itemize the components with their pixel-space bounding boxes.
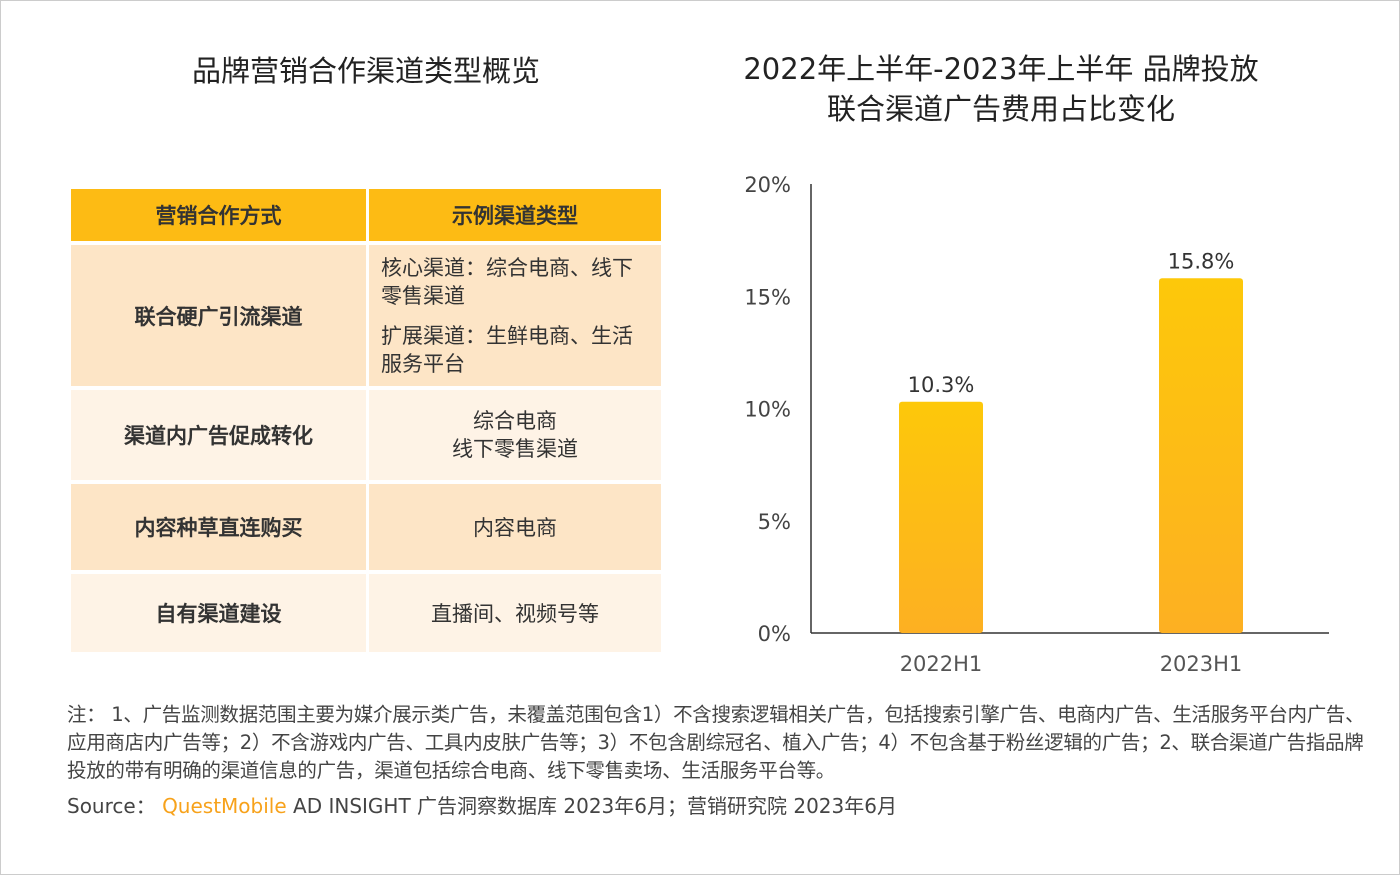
example-text: 综合电商 [473, 409, 557, 433]
bar-2022H1 [899, 401, 983, 633]
method-cell: 渠道内广告促成转化 [71, 390, 369, 480]
x-tick-label: 2023H1 [1160, 652, 1243, 676]
example-text: 线下零售渠道 [452, 437, 578, 461]
table-row: 联合硬广引流渠道 核心渠道：综合电商、线下零售渠道 扩展渠道：生鲜电商、生活服务… [71, 245, 661, 386]
table-row: 渠道内广告促成转化 综合电商 线下零售渠道 [71, 390, 661, 480]
chart-title-line1: 2022年上半年-2023年上半年 品牌投放 [743, 52, 1259, 86]
bar-2023H1 [1159, 278, 1243, 633]
table-row: 自有渠道建设 直播间、视频号等 [71, 574, 661, 652]
examples-cell: 综合电商 线下零售渠道 [369, 390, 661, 480]
examples-cell: 内容电商 [369, 484, 661, 570]
questmobile-brand: QuestMobile [162, 794, 287, 818]
method-cell: 自有渠道建设 [71, 574, 369, 652]
example-text: 扩展渠道：生鲜电商、生活服务平台 [381, 323, 633, 376]
method-cell: 内容种草直连购买 [71, 484, 369, 570]
data-label: 15.8% [1168, 249, 1235, 273]
header-method: 营销合作方式 [71, 189, 369, 241]
y-tick-label: 5% [758, 510, 791, 534]
table-row: 内容种草直连购买 内容电商 [71, 484, 661, 570]
chart-title-line2: 联合渠道广告费用占比变化 [826, 92, 1175, 126]
footnote: 注： 1、广告监测数据范围主要为媒介展示类广告，未覆盖范围包含1）不含搜索逻辑相… [67, 703, 1365, 782]
chart-title: 2022年上半年-2023年上半年 品牌投放 联合渠道广告费用占比变化 [701, 49, 1301, 129]
channel-types-table: 营销合作方式 示例渠道类型 联合硬广引流渠道 核心渠道：综合电商、线下零售渠道 … [71, 185, 661, 656]
data-label: 10.3% [908, 373, 975, 397]
example-text: 核心渠道：综合电商、线下零售渠道 [381, 255, 633, 308]
bar-chart: 0% 5% 10% 15% 20% 10.3% 2022H1 15.8% 2023H1 [744, 173, 1329, 676]
y-tick-label: 20% [744, 173, 791, 197]
y-tick-label: 15% [744, 285, 791, 309]
y-tick-label: 10% [744, 398, 791, 422]
x-tick-label: 2022H1 [900, 652, 983, 676]
source-label: Source： [67, 794, 156, 818]
source-line: Source： QuestMobile AD INSIGHT 广告洞察数据库 2… [67, 793, 1367, 819]
source-text: AD INSIGHT 广告洞察数据库 2023年6月；营销研究院 2023年6月 [293, 794, 897, 818]
examples-cell: 核心渠道：综合电商、线下零售渠道 扩展渠道：生鲜电商、生活服务平台 [369, 245, 661, 386]
footer: 注： 1、广告监测数据范围主要为媒介展示类广告，未覆盖范围包含1）不含搜索逻辑相… [67, 701, 1367, 819]
method-cell: 联合硬广引流渠道 [71, 245, 369, 386]
table-title: 品牌营销合作渠道类型概览 [191, 54, 540, 88]
header-examples: 示例渠道类型 [369, 189, 661, 241]
examples-cell: 直播间、视频号等 [369, 574, 661, 652]
y-tick-label: 0% [758, 622, 791, 646]
